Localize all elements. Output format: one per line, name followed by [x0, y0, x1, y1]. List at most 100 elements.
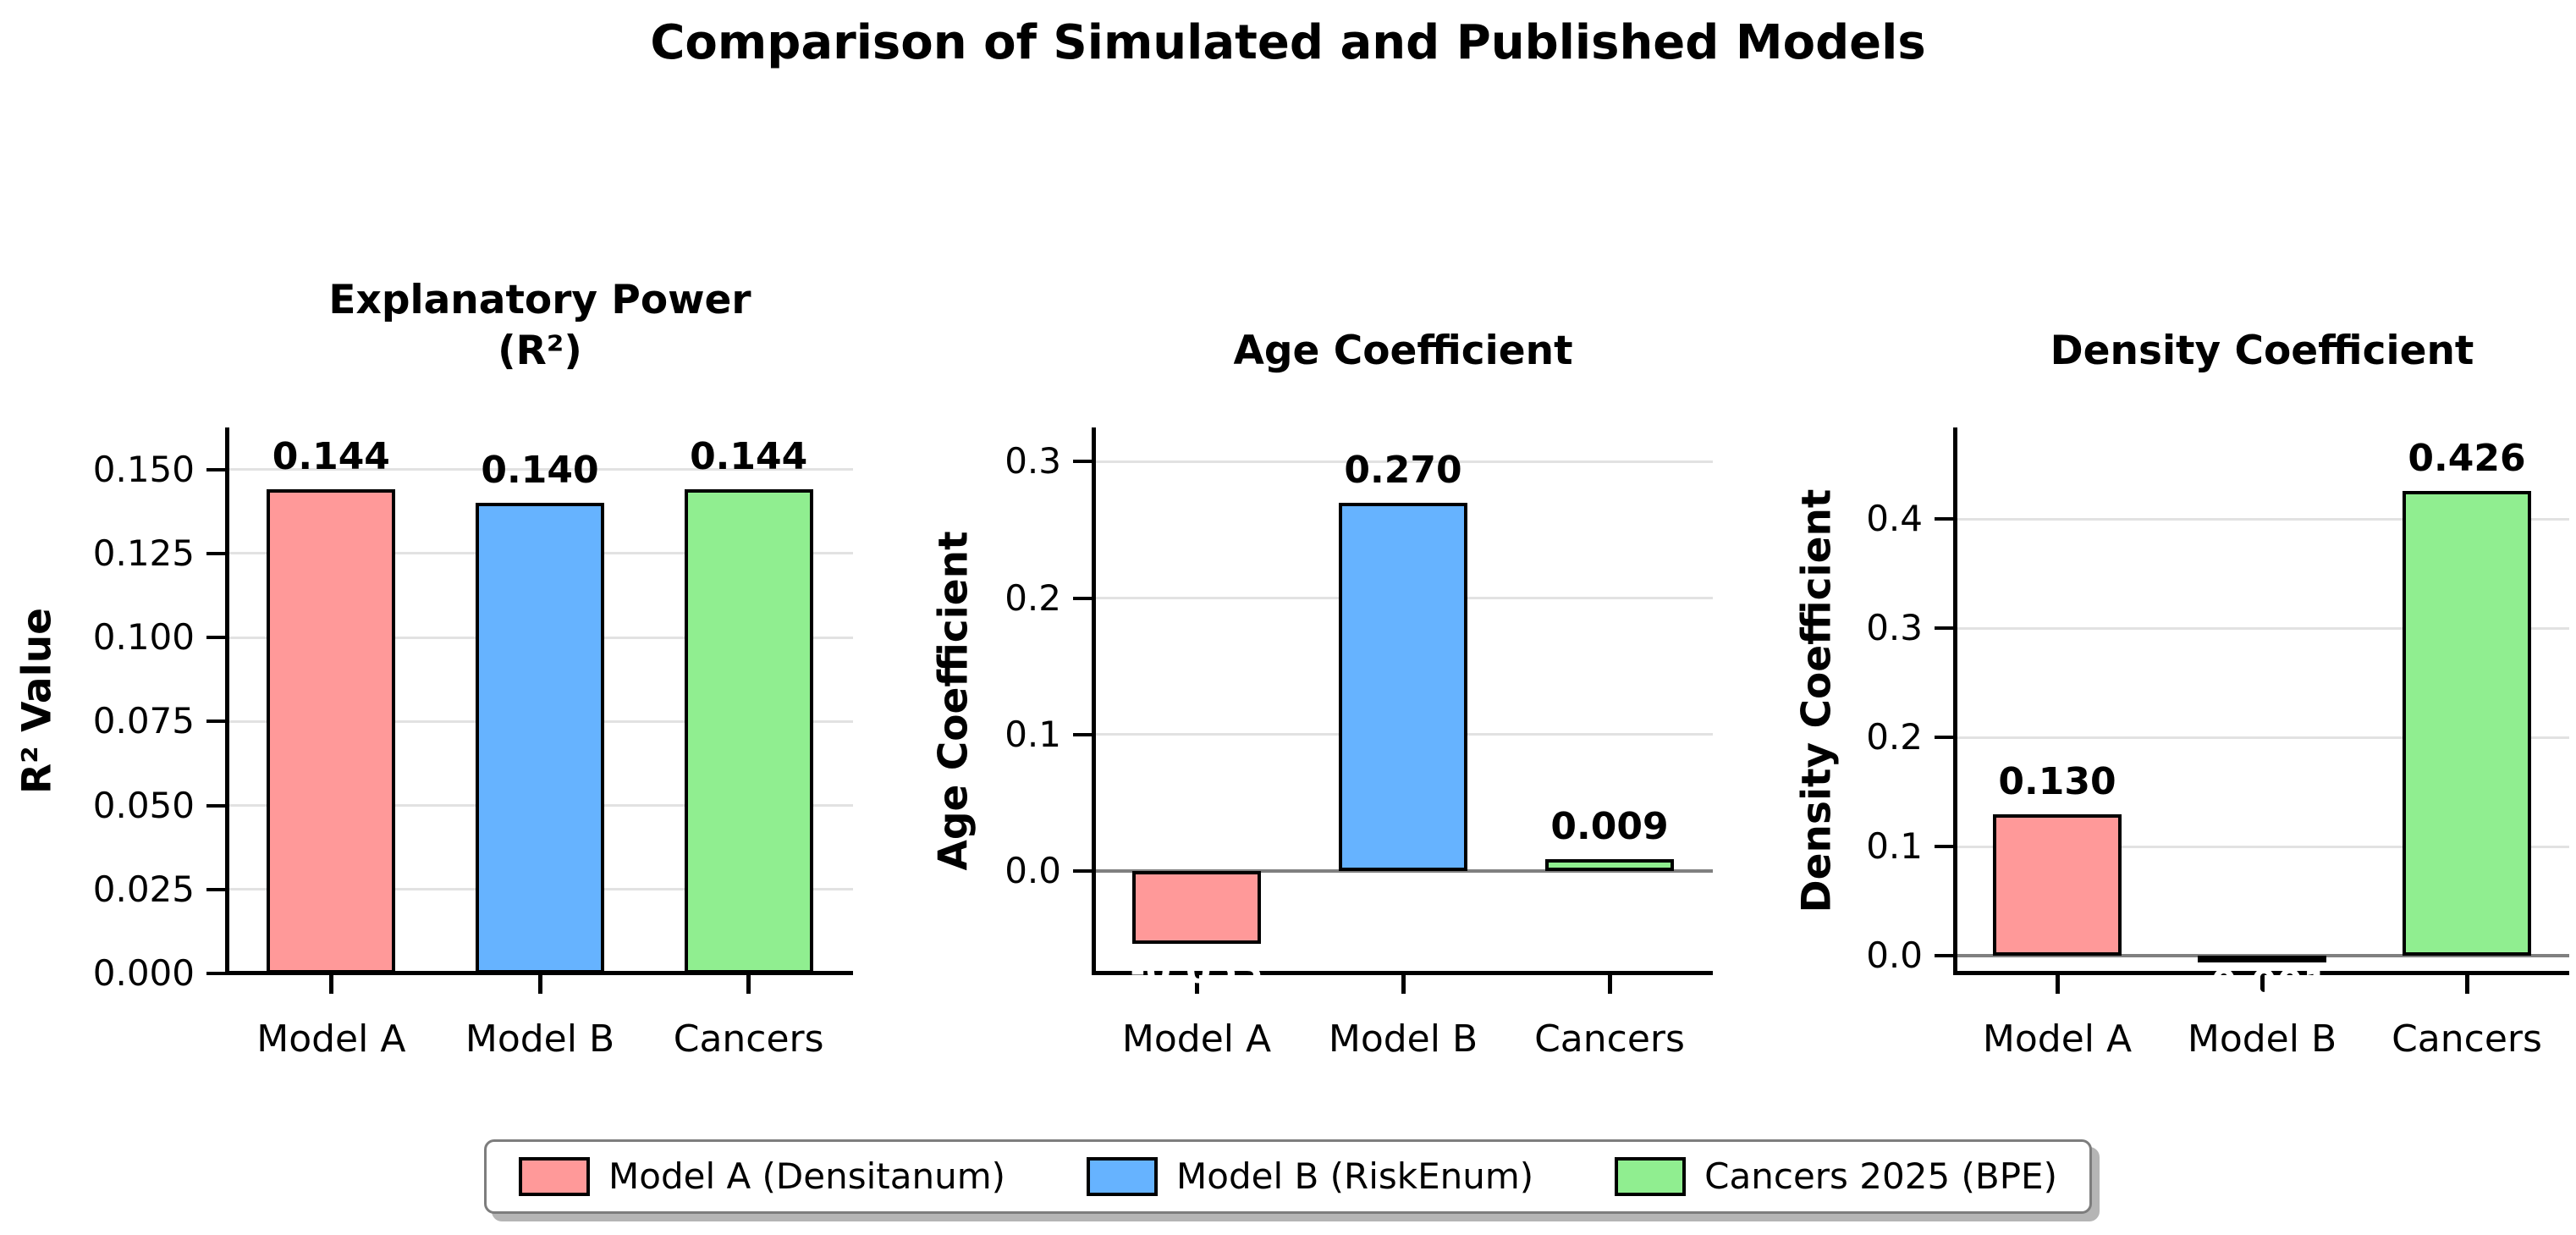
grid-line — [1955, 736, 2569, 739]
y-tick-label: 0.025 — [92, 868, 195, 910]
y-tick-label: 0.0 — [1005, 850, 1061, 892]
plot-area-r2: R² Value 0.000 0.025 0.050 0.075 0.100 0.125 0… — [14, 427, 853, 1061]
bar-value-label: 0.144 — [272, 435, 390, 479]
x-tick-label: Cancers — [1534, 1017, 1685, 1061]
bar-value-label: -0.001 — [2195, 962, 2329, 1006]
y-axis-spine — [1953, 427, 1957, 973]
grid-line — [1955, 626, 2569, 630]
y-tick-label: 0.1 — [1005, 713, 1061, 755]
x-tick-label: Model B — [1328, 1017, 1478, 1061]
y-tick — [1073, 869, 1093, 874]
bar-value-label: 0.144 — [690, 435, 808, 479]
y-tick-label: 0.2 — [1866, 716, 1923, 758]
legend-label: Cancers 2025 (BPE) — [1704, 1155, 2057, 1197]
y-tick — [206, 972, 227, 975]
panel-title: Age Coefficient — [1233, 328, 1573, 374]
grid-line — [1093, 460, 1713, 463]
y-tick-label: 0.100 — [92, 616, 195, 659]
x-tick — [746, 973, 751, 994]
bar-cancers — [2403, 490, 2531, 957]
x-tick — [2464, 973, 2469, 994]
y-tick — [1073, 732, 1093, 736]
x-tick-label: Cancers — [2392, 1017, 2542, 1061]
legend-swatch-model-a — [519, 1157, 591, 1196]
y-tick — [1935, 517, 1955, 521]
legend: Model A (Densitanum) Model B (RiskEnum) … — [484, 1139, 2092, 1214]
x-tick — [1401, 973, 1406, 994]
legend-label: Model B (RiskEnum) — [1176, 1155, 1534, 1197]
bar-model-a — [1132, 871, 1261, 944]
x-tick — [537, 973, 542, 994]
y-tick — [206, 719, 227, 724]
legend-label: Model A (Densitanum) — [608, 1155, 1006, 1197]
y-tick — [1073, 596, 1093, 600]
y-tick-label: 0.0 — [1866, 935, 1923, 977]
panel-title: Density Coefficient — [2050, 328, 2474, 374]
bar-model-b — [1339, 502, 1467, 872]
y-tick — [206, 467, 227, 471]
grid-line — [1955, 845, 2569, 848]
bar-value-label: 0.426 — [2408, 436, 2526, 480]
panel-title: Explanatory Power (R²) — [328, 277, 751, 374]
x-tick — [328, 973, 333, 994]
y-tick — [206, 887, 227, 891]
y-tick — [1073, 460, 1093, 464]
y-tick-label: 0.050 — [92, 784, 195, 826]
bar-value-label: 0.270 — [1344, 448, 1462, 492]
y-tick-label: 0.075 — [92, 700, 195, 742]
plot-area-age: Age Coefficient 0.0 0.1 0.2 0.3 -0.053 Model … — [931, 427, 1713, 1061]
y-axis-spine — [225, 427, 229, 973]
legend-item-model-a: Model A (Densitanum) — [519, 1155, 1005, 1198]
bar-model-a — [267, 489, 396, 973]
y-tick-label: 0.3 — [1866, 607, 1923, 649]
x-axis-spine — [1953, 971, 2569, 975]
bar-value-label: 0.130 — [1998, 759, 2116, 803]
x-tick-label: Model A — [1121, 1017, 1272, 1061]
x-axis-spine — [225, 971, 853, 975]
grid-line — [1955, 517, 2569, 521]
legend-item-cancers: Cancers 2025 (BPE) — [1615, 1155, 2057, 1198]
y-tick-label: 0.000 — [92, 952, 195, 994]
bar-model-a — [1993, 813, 2122, 957]
y-tick — [1935, 845, 1955, 849]
y-tick — [206, 636, 227, 640]
y-tick — [206, 803, 227, 808]
y-tick-label: 0.1 — [1866, 825, 1923, 868]
bar-cancers — [684, 489, 813, 973]
y-tick-label: 0.150 — [92, 448, 195, 490]
y-tick-label: 0.4 — [1866, 498, 1923, 540]
bar-value-label: 0.009 — [1550, 804, 1669, 848]
x-tick — [1607, 973, 1612, 994]
bar-model-b — [2198, 956, 2326, 963]
x-tick-label: Model A — [256, 1017, 406, 1061]
x-tick-label: Model B — [465, 1017, 615, 1061]
x-tick — [2260, 973, 2265, 994]
zero-line — [1093, 869, 1713, 874]
bar-model-b — [476, 503, 604, 973]
legend-item-model-b: Model B (RiskEnum) — [1087, 1155, 1533, 1198]
y-tick — [1935, 626, 1955, 631]
legend-swatch-cancers — [1615, 1157, 1687, 1196]
x-tick-label: Model A — [1982, 1017, 2133, 1061]
grid-line — [227, 468, 853, 471]
x-tick-label: Cancers — [673, 1017, 824, 1061]
bar-value-label: 0.140 — [481, 449, 599, 493]
y-tick-label: 0.125 — [92, 532, 195, 574]
bar-value-label: -0.053 — [1130, 948, 1263, 992]
bar-cancers — [1545, 858, 1674, 872]
x-tick — [1194, 973, 1199, 994]
plot-area-density: Density Coefficient 0.0 0.1 0.2 0.3 0.4 0.130… — [1794, 427, 2569, 1061]
x-tick-label: Model B — [2187, 1017, 2337, 1061]
x-tick — [2055, 973, 2060, 994]
y-tick — [206, 551, 227, 555]
y-axis-spine — [1092, 427, 1096, 973]
y-tick-label: 0.3 — [1005, 440, 1061, 482]
figure-title: Comparison of Simulated and Published Mo… — [650, 15, 1926, 70]
y-tick — [1935, 736, 1955, 740]
x-axis-spine — [1092, 971, 1713, 975]
y-tick-label: 0.2 — [1005, 576, 1061, 619]
